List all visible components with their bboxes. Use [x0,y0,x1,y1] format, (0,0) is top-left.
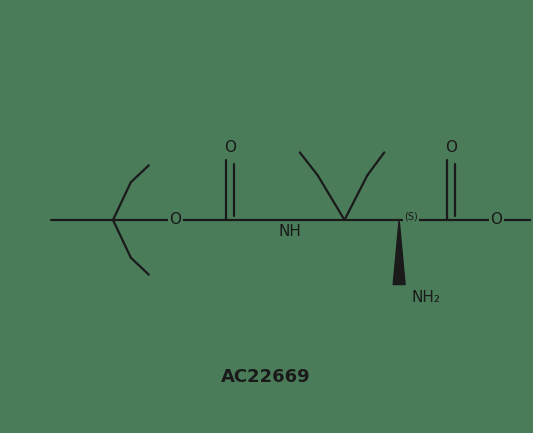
Polygon shape [393,220,405,284]
Text: NH: NH [278,224,301,239]
Text: NH₂: NH₂ [411,290,440,304]
Text: O: O [445,140,457,155]
Text: (S): (S) [404,212,418,222]
Text: O: O [224,140,236,155]
Text: O: O [490,213,503,227]
Text: AC22669: AC22669 [221,368,311,386]
Text: O: O [169,213,182,227]
